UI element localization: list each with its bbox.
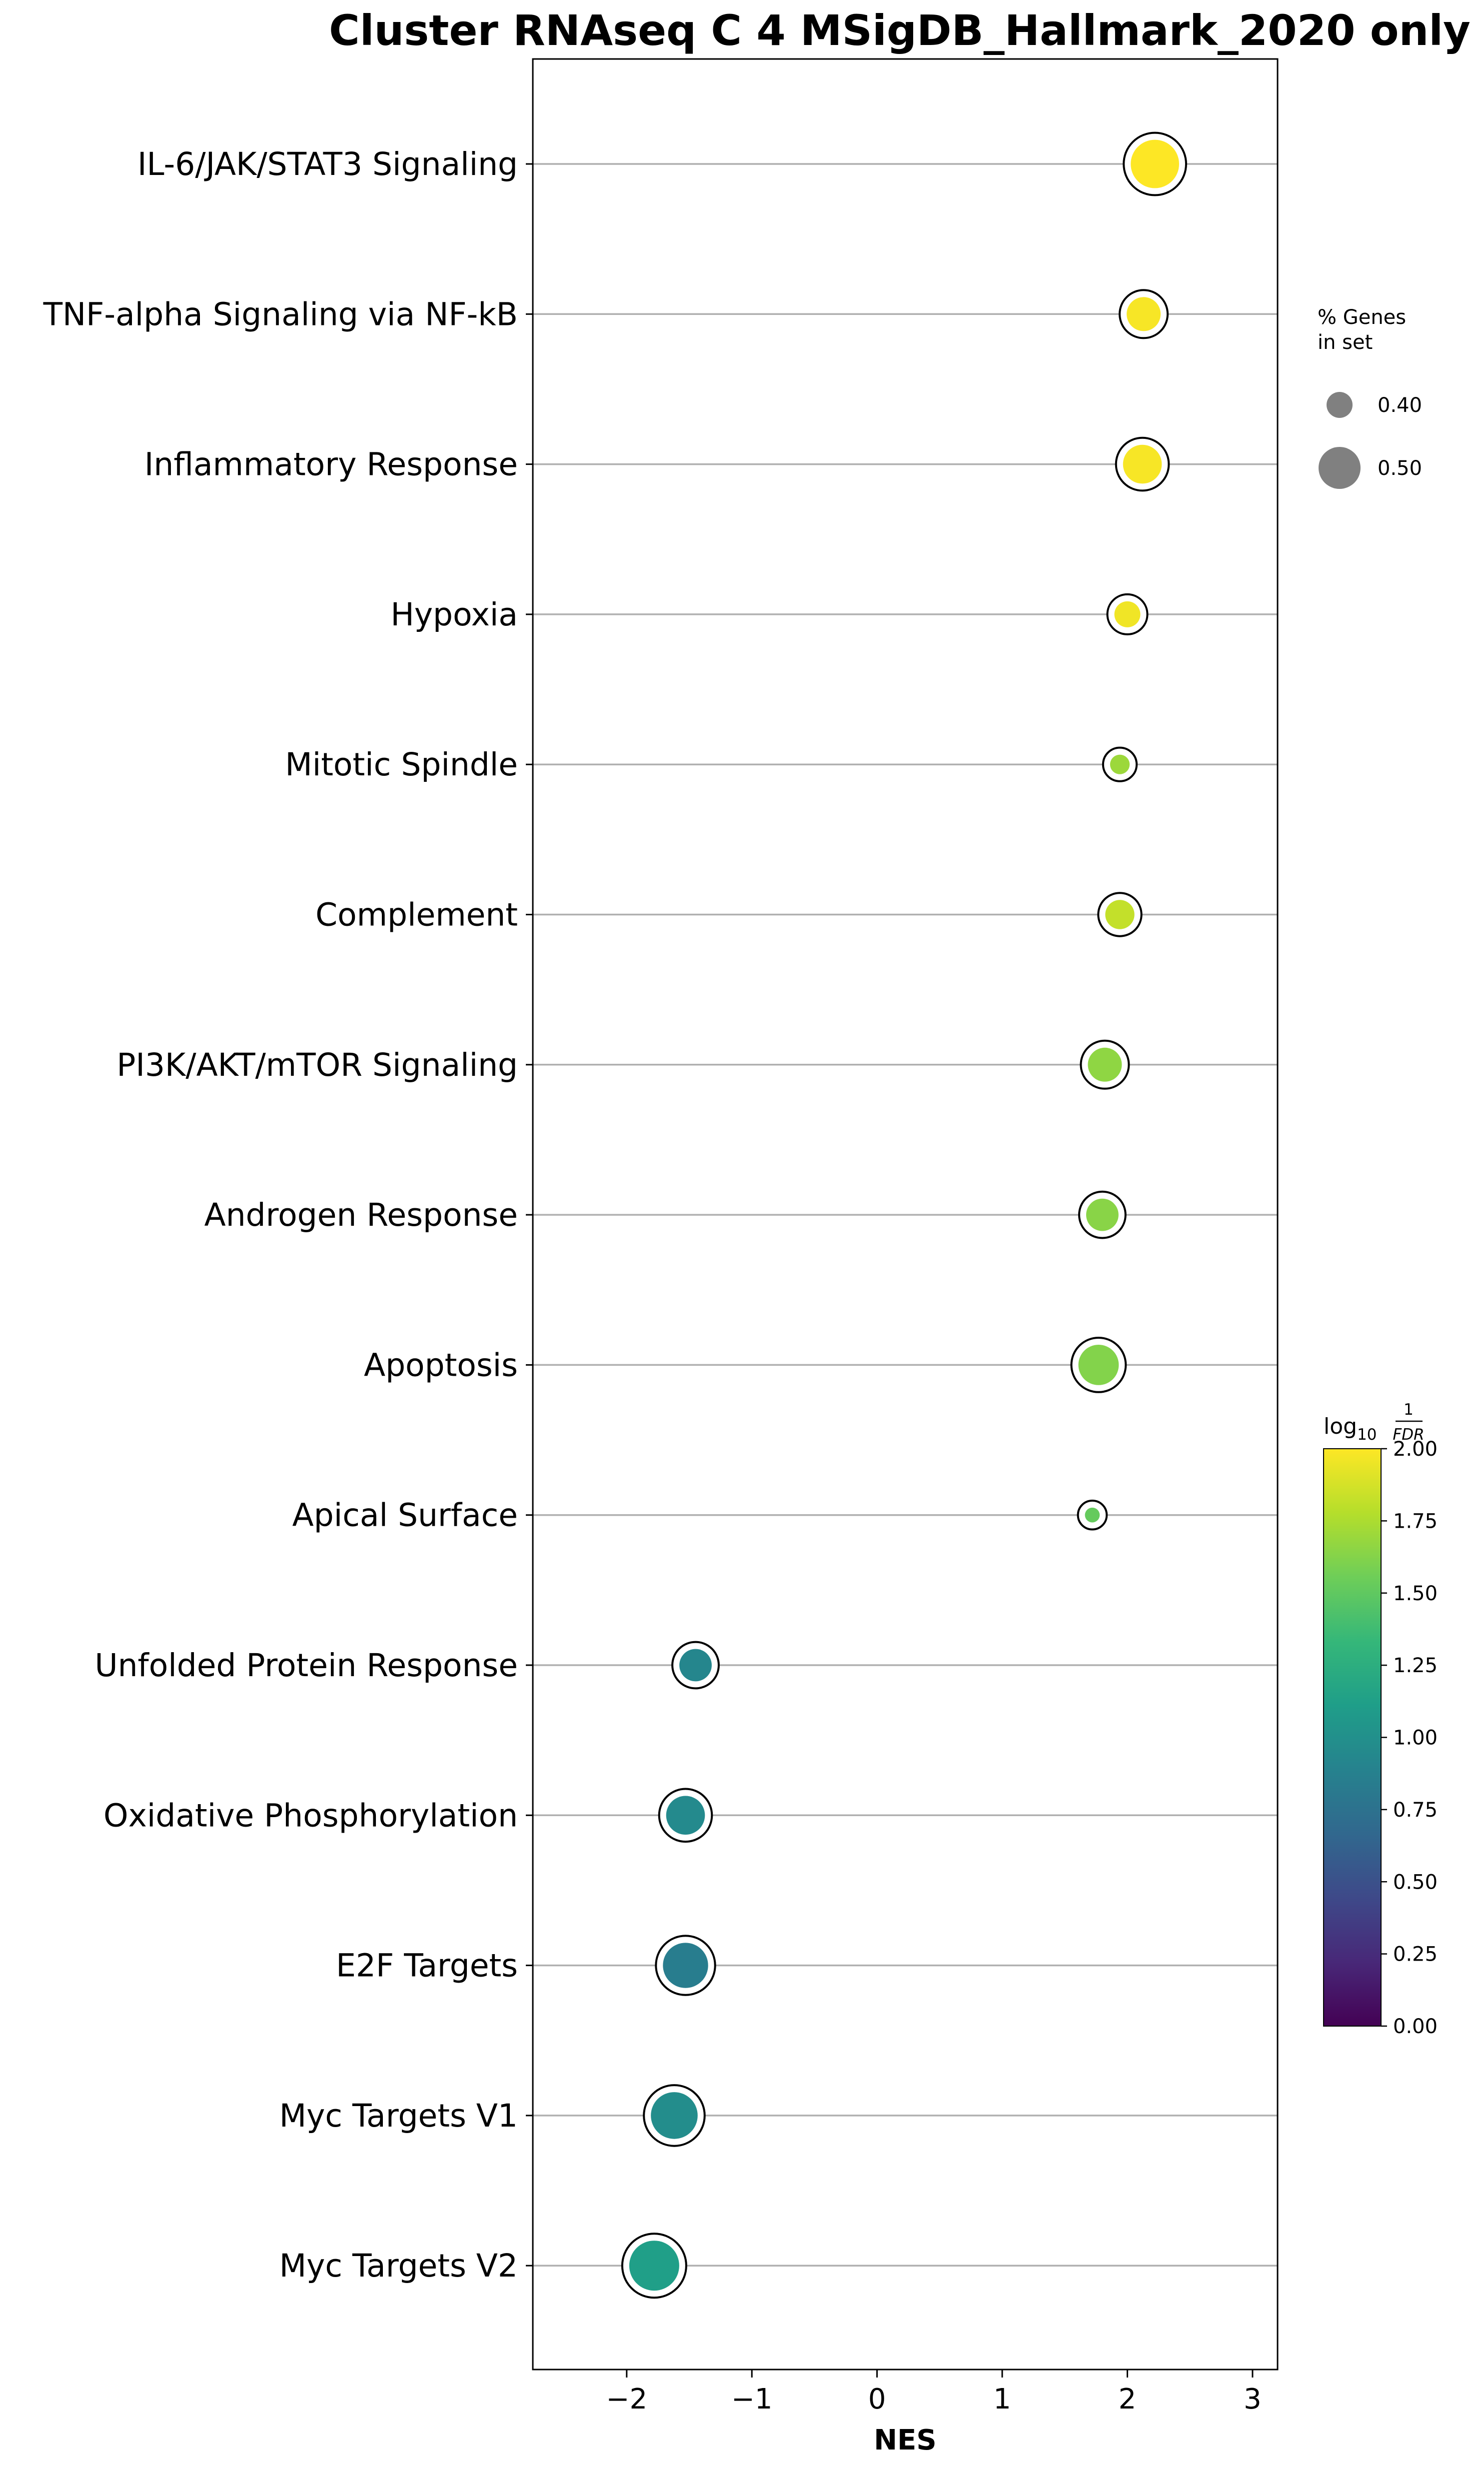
data-point	[1127, 297, 1161, 331]
term-label: Unfolded Protein Response	[95, 1647, 518, 1684]
size-legend-marker	[1327, 392, 1353, 418]
colorbar-tick-label: 1.25	[1393, 1654, 1438, 1677]
term-labels: IL-6/JAK/STAT3 Signaling TNF-alpha Signal…	[43, 146, 533, 2284]
colorbar-label: log10	[1324, 1414, 1377, 1444]
term-label: PI3K/AKT/mTOR Signaling	[116, 1047, 518, 1083]
term-label: Complement	[315, 897, 518, 933]
colorbar-tick-label: 0.50	[1393, 1871, 1438, 1894]
data-point	[1131, 139, 1179, 188]
chart-title: Cluster RNAseq C 4 MSigDB_Hallmark_2020 …	[329, 6, 1471, 55]
size-legend-title-line2: in set	[1318, 331, 1373, 354]
colorbar-tick-label: 0.00	[1393, 2015, 1438, 2038]
size-legend: % Genes in set 0.40 0.50	[1318, 306, 1422, 489]
term-label: E2F Targets	[336, 1948, 518, 1984]
term-label: Apical Surface	[292, 1497, 518, 1534]
data-point	[1088, 1047, 1122, 1082]
data-point	[629, 2241, 679, 2291]
colorbar-gradient	[1323, 1448, 1382, 2027]
data-point	[1085, 1507, 1100, 1523]
term-label: Androgen Response	[204, 1197, 518, 1233]
colorbar-label-denominator: FDR	[1393, 1426, 1424, 1444]
term-label: Mitotic Spindle	[285, 746, 518, 783]
x-axis: −2 −1 0 1 2 3	[606, 2370, 1262, 2416]
x-tick-label: 2	[1119, 2383, 1137, 2416]
term-label: Inflammatory Response	[144, 446, 518, 483]
x-tick-label: 3	[1244, 2383, 1262, 2416]
size-legend-label: 0.40	[1378, 394, 1422, 417]
colorbar-tick-label: 2.00	[1393, 1438, 1438, 1461]
colorbar-tick-label: 1.75	[1393, 1510, 1438, 1533]
term-label: Oxidative Phosphorylation	[103, 1797, 518, 1834]
x-tick-label: 0	[868, 2383, 886, 2416]
data-points	[621, 131, 1187, 2299]
size-legend-marker	[1319, 447, 1361, 489]
plot-frame	[532, 58, 1279, 2371]
data-point	[1078, 1345, 1119, 1385]
x-tick-label: −2	[606, 2383, 648, 2416]
term-label: IL-6/JAK/STAT3 Signaling	[137, 146, 518, 182]
data-point	[679, 1649, 712, 1682]
term-label: Apoptosis	[364, 1347, 518, 1383]
term-label: Myc Targets V1	[279, 2098, 518, 2134]
data-point	[663, 1943, 708, 1988]
colorbar: log10 1 FDR 0.00 0.25 0.50 0.75 1.00 1.25 1.50…	[1323, 1401, 1438, 2038]
x-tick-label: 1	[993, 2383, 1011, 2416]
size-legend-label: 0.50	[1378, 457, 1422, 480]
data-point	[1110, 754, 1130, 774]
x-tick-label: −1	[731, 2383, 773, 2416]
term-label: TNF-alpha Signaling via NF-kB	[43, 296, 518, 332]
colorbar-tick-label: 0.75	[1393, 1799, 1438, 1822]
data-point	[1105, 900, 1135, 929]
colorbar-label-numerator: 1	[1404, 1401, 1414, 1419]
data-point	[1123, 444, 1162, 484]
data-point	[1114, 601, 1141, 627]
colorbar-tick-label: 0.25	[1393, 1943, 1438, 1966]
term-label: Hypoxia	[390, 596, 518, 633]
data-point	[651, 2092, 698, 2139]
x-axis-title: NES	[874, 2424, 936, 2457]
term-label: Myc Targets V2	[279, 2248, 518, 2284]
colorbar-tick-label: 1.50	[1393, 1582, 1438, 1605]
size-legend-title-line1: % Genes	[1318, 306, 1406, 329]
data-point	[1086, 1198, 1119, 1231]
data-point	[666, 1796, 705, 1835]
gridlines	[533, 163, 1278, 2267]
colorbar-tick-label: 1.00	[1393, 1727, 1438, 1750]
